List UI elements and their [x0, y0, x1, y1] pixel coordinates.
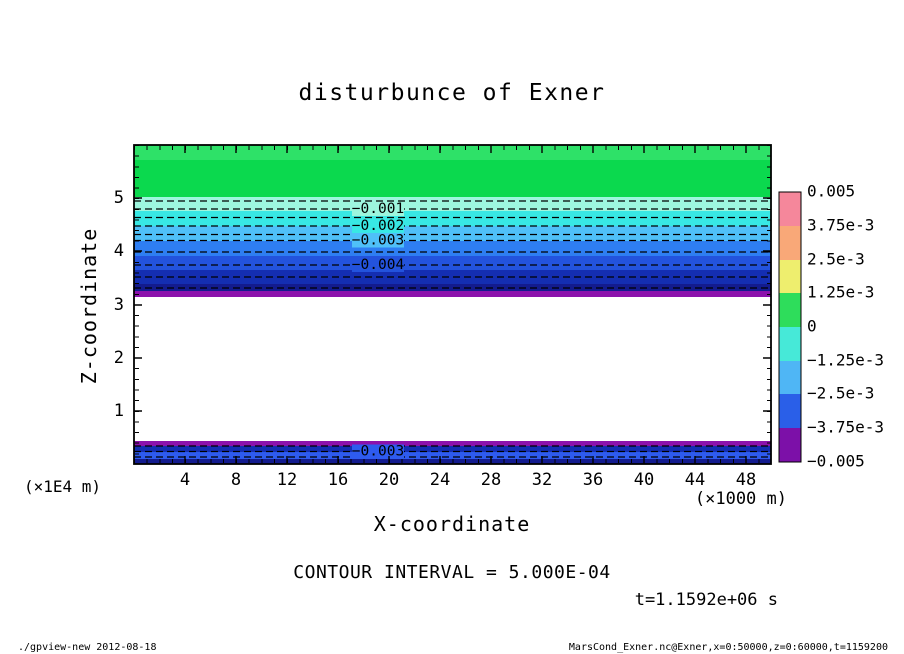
footer-program-date: ./gpview-new 2012-08-18: [18, 642, 156, 653]
x-tick-label: 20: [379, 470, 399, 490]
colorbar-segment: [779, 226, 801, 260]
fill-band: [134, 291, 771, 297]
x-tick-label: 40: [634, 470, 654, 490]
x-tick-label: 32: [532, 470, 552, 490]
colorbar-label: 0.005: [807, 182, 855, 201]
fill-band: [134, 256, 771, 270]
x-tick-label: 48: [736, 470, 756, 490]
fill-band: [134, 145, 771, 160]
contour-label-halo: [352, 219, 404, 233]
plot-frame: [133, 144, 772, 465]
colorbar-label: −3.75e-3: [807, 418, 884, 437]
colorbar-segment: [779, 394, 801, 428]
colorbar-label: 0: [807, 317, 817, 336]
colorbar-segment: [779, 327, 801, 361]
contour-label-halo: [352, 258, 404, 272]
footer-data-source: MarsCond_Exner.nc@Exner,x=0:50000,z=0:60…: [569, 642, 888, 653]
colorbar-segment: [779, 260, 801, 293]
fill-band: [134, 226, 771, 241]
colorbar-label: 2.5e-3: [807, 250, 865, 269]
page-title: disturbunce of Exner: [299, 80, 606, 106]
fill-band: [134, 270, 771, 284]
colorbar-label: 1.25e-3: [807, 283, 874, 302]
fill-band: [134, 241, 771, 256]
colorbar-segment: [779, 428, 801, 462]
colorbar: 0.005 3.75e-3 2.5e-3 1.25e-3 0 −1.25e-3 …: [778, 182, 884, 471]
colorbar-segment: [779, 293, 801, 327]
fill-band: [134, 441, 771, 446]
x-tick-label: 16: [328, 470, 348, 490]
y-tick-label: 4: [114, 241, 124, 261]
contour-interval-caption: CONTOUR INTERVAL = 5.000E-04: [293, 562, 610, 583]
contour-label: −0.003: [352, 233, 404, 249]
colorbar-label: −0.005: [807, 452, 865, 471]
fill-band: [134, 297, 771, 441]
x-tick-labels: 4 8 12 16 20 24 28 32 36 40 44 48: [180, 470, 756, 490]
x-tick-label: 44: [685, 470, 705, 490]
fill-band: [134, 452, 771, 459]
x-tick-label: 4: [180, 470, 190, 490]
y-tick-label: 1: [114, 401, 124, 421]
y-tick-label: 2: [114, 348, 124, 368]
contour-label-halo: [352, 202, 404, 216]
x-axis-unit: (×1000 m): [695, 489, 787, 509]
y-axis-unit: (×1E4 m): [24, 477, 101, 496]
x-tick-label: 8: [231, 470, 241, 490]
contour-label: −0.001: [352, 201, 404, 217]
contour-label-halo: [352, 444, 404, 459]
x-tick-label: 28: [481, 470, 501, 490]
colorbar-label: 3.75e-3: [807, 216, 874, 235]
colorbar-segment: [779, 361, 801, 394]
colorbar-frame: [778, 191, 802, 463]
colorbar-label: −2.5e-3: [807, 384, 874, 403]
contour-label: −0.003: [352, 444, 404, 460]
contour-label-halo: [352, 233, 404, 248]
colorbar-segment: [779, 192, 801, 226]
x-tick-label: 12: [277, 470, 297, 490]
y-axis-label: Z-coordinate: [77, 228, 101, 385]
fill-band: [134, 160, 771, 197]
contour-dashed-lines-lower: [134, 445, 771, 458]
x-axis-label: X-coordinate: [374, 512, 531, 536]
contour-label: −0.004: [352, 257, 405, 273]
colorbar-label: −1.25e-3: [807, 351, 884, 370]
fill-bands: [134, 145, 771, 464]
fill-band: [134, 446, 771, 452]
fill-band: [134, 284, 771, 291]
y-tick-labels: 5 4 3 2 1: [114, 188, 124, 421]
y-tick-label: 3: [114, 295, 124, 315]
contour-label: −0.002: [352, 218, 404, 234]
time-caption: t=1.1592e+06 s: [635, 590, 778, 610]
x-tick-label: 24: [430, 470, 450, 490]
fill-band: [134, 211, 771, 226]
contour-labels: −0.001 −0.002 −0.003 −0.004 −0.003: [352, 201, 405, 460]
x-tick-label: 36: [583, 470, 603, 490]
y-tick-label: 5: [114, 188, 124, 208]
